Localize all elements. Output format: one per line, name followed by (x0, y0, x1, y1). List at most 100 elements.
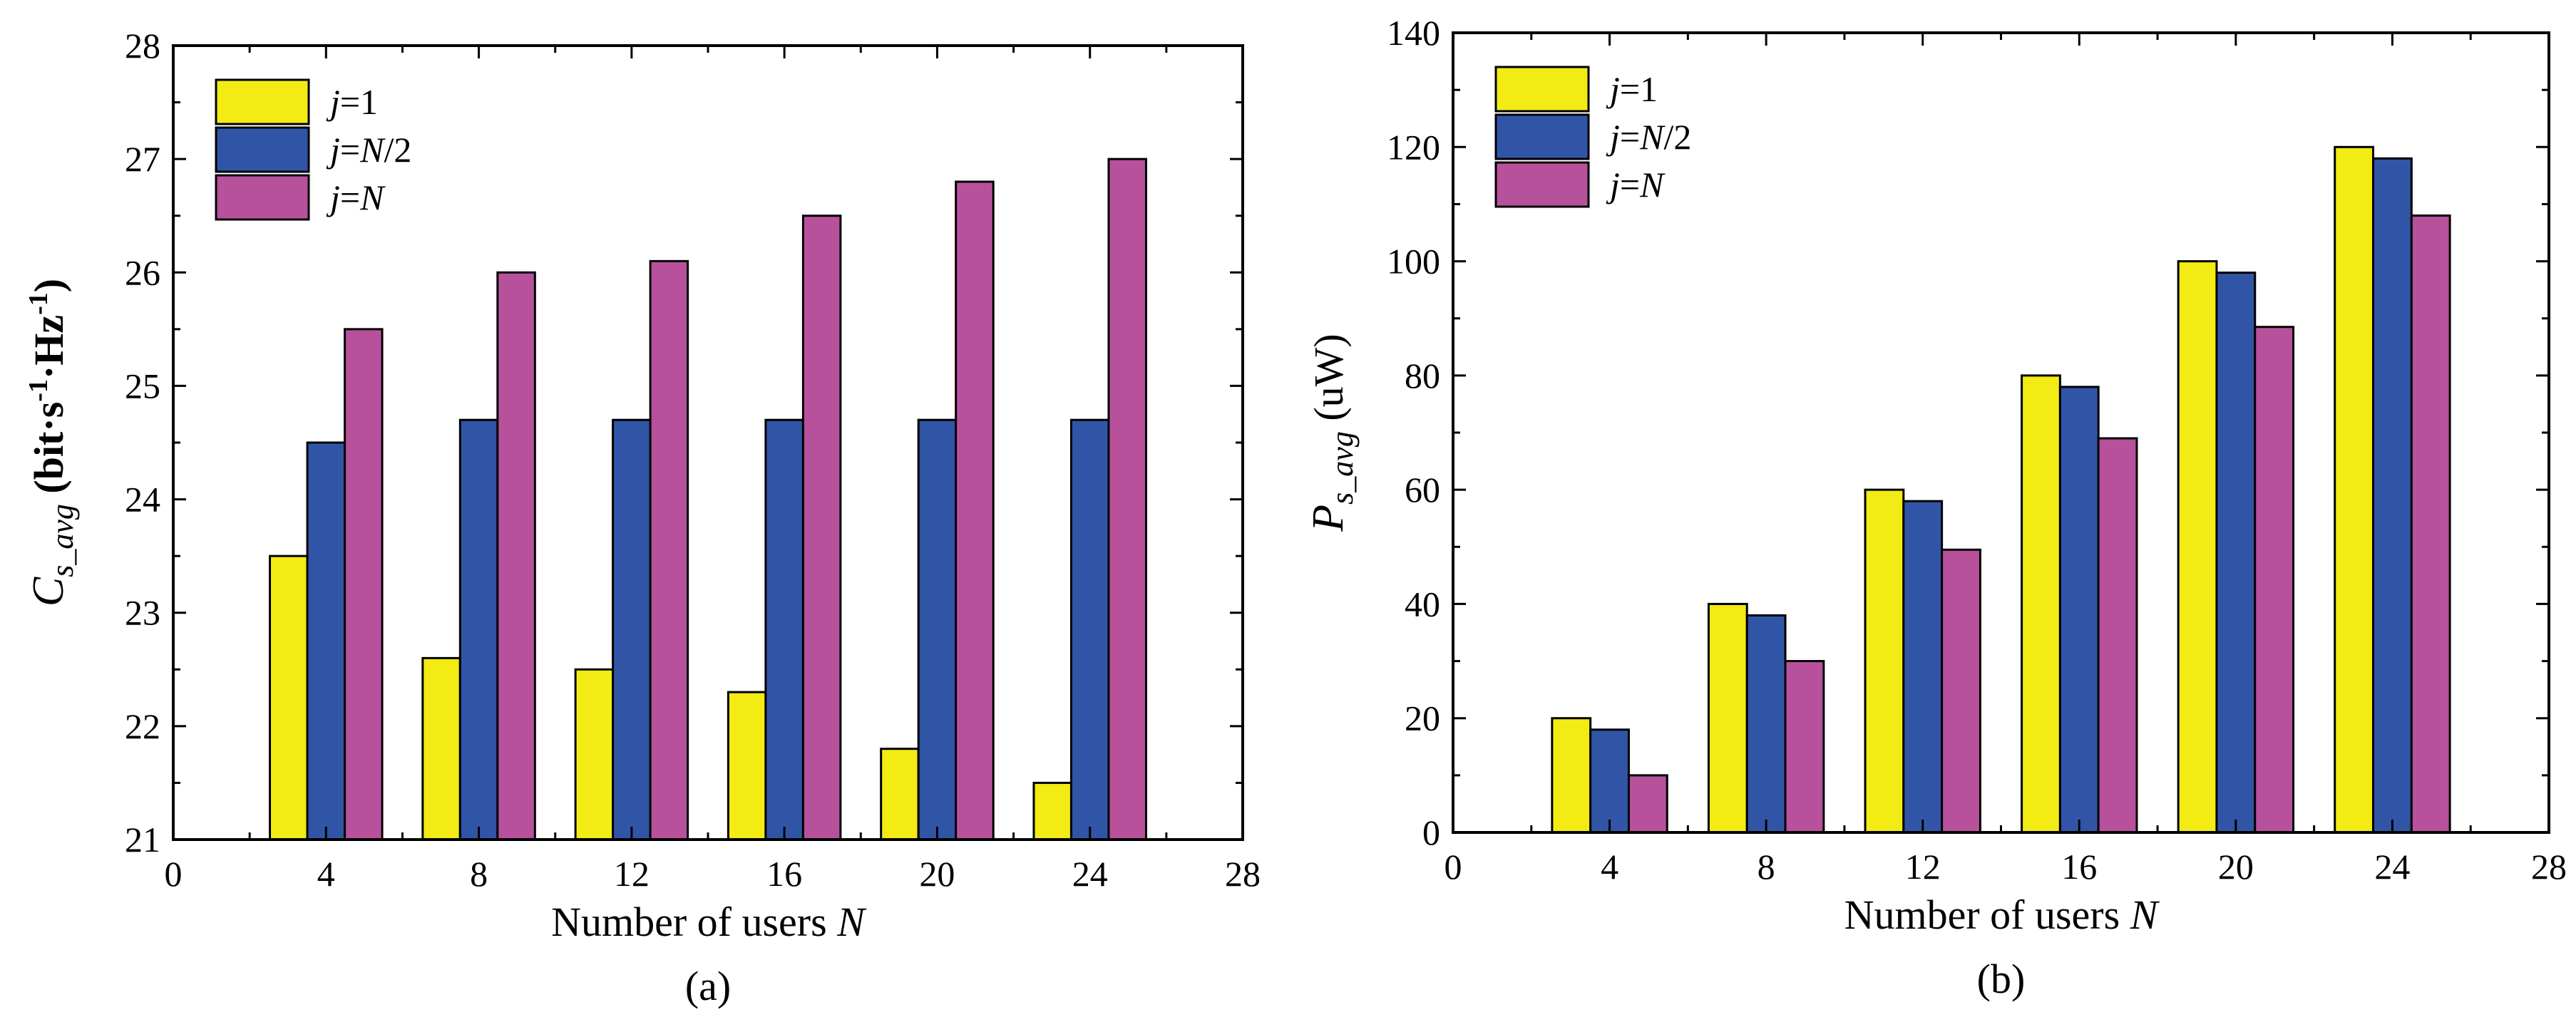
y-axis-label-superscript: -1 (24, 379, 53, 402)
legend-label-part: N (359, 130, 386, 170)
x-tick-label: 12 (1905, 847, 1941, 887)
y-axis-label-subscript: s_avg (45, 504, 80, 577)
legend-label-part: j (1606, 117, 1620, 157)
bar-2-12 (612, 418, 652, 841)
bar-2-8 (1745, 614, 1787, 834)
x-tick-label: 28 (1225, 854, 1261, 894)
x-tick-label: 24 (1072, 854, 1108, 894)
x-axis-label: Number of users N (551, 899, 867, 945)
bar-2-24 (1069, 418, 1110, 841)
legend-label-2: j=N/2 (326, 130, 411, 170)
y-axis-label-var: P (1304, 505, 1353, 532)
legend-swatch-3 (215, 174, 310, 221)
legend-label-part: /2 (384, 130, 411, 170)
bar-1-16 (2021, 374, 2061, 834)
y-tick-label: 24 (125, 480, 160, 520)
x-axis-label-text: Number of users (551, 899, 837, 945)
legend-label-3: j=N (1606, 165, 1666, 205)
bar-2-4 (1589, 728, 1630, 834)
legend-swatch-3 (1494, 161, 1590, 208)
x-tick-label: 16 (766, 854, 802, 894)
bar-3-24 (2410, 214, 2451, 834)
legend-label-part: N (1639, 165, 1666, 205)
y-tick-label: 140 (1387, 13, 1440, 53)
legend-swatch-1 (1494, 66, 1590, 113)
legend-label-part: = (340, 130, 360, 170)
y-axis-label-unit: (uW) (1305, 334, 1352, 431)
bar-1-12 (1864, 488, 1905, 834)
y-axis-label-subscript: s_avg (1325, 431, 1360, 505)
panel-caption: (a) (685, 963, 731, 1009)
x-axis-label-var: N (2130, 892, 2160, 938)
legend-label-part: = (1620, 165, 1640, 205)
y-tick-label: 25 (125, 366, 160, 406)
x-tick-label: 4 (317, 854, 335, 894)
x-axis-label-var: N (836, 899, 867, 945)
x-tick-label: 12 (614, 854, 650, 894)
x-tick-label: 0 (165, 854, 183, 894)
bar-1-24 (1032, 781, 1072, 841)
x-tick-label: 0 (1444, 847, 1462, 887)
y-tick-label: 120 (1387, 127, 1440, 167)
bar-1-12 (574, 668, 615, 841)
y-tick-label: 80 (1405, 356, 1440, 396)
y-tick-label: 26 (125, 252, 160, 292)
legend-label-part: j (1606, 69, 1620, 109)
legend-label-part: N (359, 177, 386, 217)
x-tick-label: 20 (2218, 847, 2254, 887)
bar-1-8 (421, 656, 461, 841)
x-tick-label: 8 (1757, 847, 1775, 887)
legend-label-3: j=N (326, 177, 386, 217)
y-tick-label: 21 (125, 820, 160, 860)
bar-3-20 (955, 180, 995, 841)
bar-1-24 (2334, 145, 2375, 834)
legend: j=1j=N/2j=N (215, 78, 411, 221)
x-tick-label: 28 (2531, 847, 2567, 887)
y-axis-label: Ps_avg (uW) (1304, 334, 1360, 532)
panel-caption: (b) (1977, 956, 2026, 1002)
legend-label-part: j (326, 130, 340, 170)
y-tick-label: 28 (125, 26, 160, 66)
bar-2-16 (2058, 386, 2100, 834)
bar-1-8 (1707, 602, 1748, 834)
y-axis-label-unit: ·Hz (26, 315, 72, 379)
legend-label-part: =1 (340, 82, 378, 122)
y-tick-label: 0 (1422, 812, 1440, 852)
x-axis-label: Number of users N (1844, 892, 2160, 938)
x-tick-label: 4 (1601, 847, 1618, 887)
y-tick-label: 100 (1387, 242, 1440, 282)
legend-label-1: j=1 (326, 82, 378, 122)
x-axis-label-text: Number of users (1844, 892, 2130, 938)
bar-2-20 (2215, 272, 2257, 834)
bar-2-24 (2372, 157, 2413, 834)
bar-3-8 (1784, 660, 1825, 834)
y-tick-label: 22 (125, 706, 160, 746)
legend-label-part: =1 (1620, 69, 1658, 109)
chart-panel-b: 0 4 8 12 16 20 24 28 0 20 40 60 80 100 120 140 Number of… (1304, 13, 2567, 1002)
bar-2-12 (1902, 500, 1944, 834)
y-axis-label-unit: ) (26, 279, 72, 292)
y-tick-label: 20 (1405, 698, 1440, 738)
bar-2-4 (306, 441, 347, 841)
bar-1-20 (880, 748, 920, 841)
bar-3-12 (649, 259, 689, 841)
legend-label-2: j=N/2 (1606, 117, 1691, 157)
legend-swatch-1 (215, 78, 310, 125)
bar-3-4 (1627, 774, 1668, 834)
legend-label-part: /2 (1663, 117, 1691, 157)
legend-label-part: = (340, 177, 360, 217)
legend-swatch-2 (215, 126, 310, 173)
y-tick-label: 60 (1405, 470, 1440, 510)
y-tick-label: 23 (125, 593, 160, 633)
bar-3-20 (2254, 326, 2295, 834)
legend-label-part: j (326, 177, 340, 217)
legend: j=1j=N/2j=N (1494, 66, 1691, 208)
y-axis-label: Cs_avg (bit·s-1·Hz-1) (24, 279, 80, 607)
y-axis-label-var: C (24, 577, 73, 607)
bar-1-20 (2177, 260, 2218, 834)
bar-2-16 (764, 418, 804, 841)
x-tick-label: 8 (470, 854, 488, 894)
bar-3-16 (801, 215, 842, 841)
